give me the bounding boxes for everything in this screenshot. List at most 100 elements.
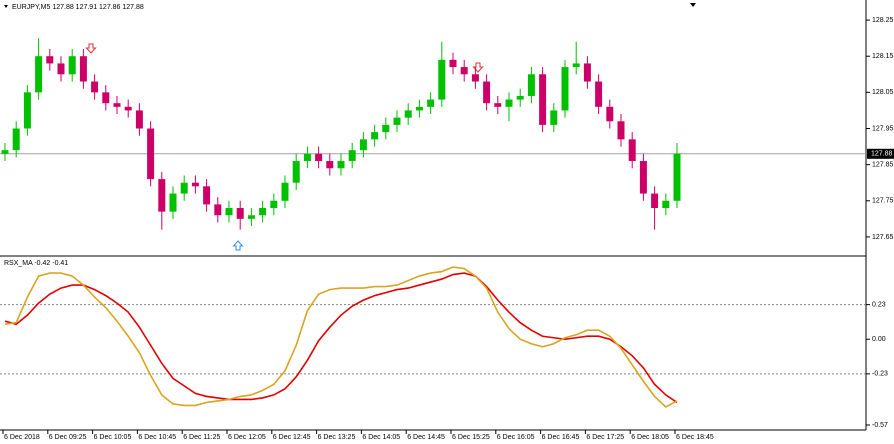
candle-body: [494, 103, 502, 107]
sell-arrow: [85, 43, 97, 54]
candle-body: [371, 132, 379, 140]
y-tick-label: 127.75: [872, 198, 894, 205]
candle-body: [438, 59, 446, 100]
candle-body: [673, 153, 681, 201]
y-tick-label: 127.65: [872, 234, 894, 241]
candle-body: [315, 153, 323, 162]
candle-body: [539, 74, 547, 125]
candle-body: [561, 67, 569, 111]
x-tick-label: 6 Dec 12:05: [228, 434, 266, 441]
candle-body: [247, 215, 255, 219]
candle-body: [651, 193, 659, 209]
candle-body: [1, 150, 9, 154]
candle-body: [135, 110, 143, 129]
candle-body: [147, 128, 155, 180]
candle-body: [57, 63, 65, 75]
candle-body: [662, 200, 670, 209]
candle-body: [191, 182, 199, 187]
candle-body: [359, 139, 367, 151]
candle-body: [281, 182, 289, 201]
x-tick-label: 6 Dec 14:45: [407, 434, 445, 441]
candle-body: [393, 117, 401, 125]
candle-body: [113, 103, 121, 107]
candle-body: [550, 110, 558, 125]
candle-body: [225, 208, 233, 216]
candle-body: [404, 110, 412, 118]
y-tick-label: 128.05: [872, 89, 894, 96]
candle-body: [46, 56, 54, 64]
candle-body: [628, 139, 636, 162]
x-tick-label: 6 Dec 11:25: [183, 434, 220, 441]
x-tick-label: 6 Dec 10:45: [138, 434, 176, 441]
x-tick-label: 6 Dec 10:05: [94, 434, 132, 441]
x-tick-label: 6 Dec 18:45: [676, 434, 714, 441]
indicator-title: RSX_MA -0.42 -0.41: [4, 260, 68, 267]
candle-body: [124, 106, 132, 111]
x-tick-label: 6 Dec 13:25: [318, 434, 356, 441]
shift-marker: [690, 3, 696, 7]
x-tick-label: 6 Dec 15:25: [452, 434, 490, 441]
candle-body: [337, 161, 345, 169]
candle-body: [203, 186, 211, 205]
y-tick-label: 128.15: [872, 53, 894, 60]
x-tick-label: 6 Dec 18:05: [631, 434, 669, 441]
candle-body: [326, 161, 334, 169]
candle-body: [516, 95, 524, 100]
candle-body: [471, 74, 479, 82]
x-tick-label: 6 Dec 09:25: [49, 434, 87, 441]
candle-body: [460, 67, 468, 75]
title-marker: [4, 5, 8, 8]
x-tick-label: 6 Dec 14:05: [362, 434, 400, 441]
y-tick-label: 127.95: [872, 125, 894, 132]
last-price-box: [867, 148, 894, 159]
x-tick-label: 6 Dec 16:45: [542, 434, 580, 441]
x-tick-label: 6 Dec 2018: [4, 434, 40, 441]
candle-body: [292, 161, 300, 183]
candle-body: [214, 204, 222, 216]
candle-body: [91, 81, 99, 93]
candle-body: [169, 193, 177, 212]
x-tick-label: 6 Dec 17:25: [586, 434, 624, 441]
last-price-label: 127.88: [871, 151, 893, 158]
y-tick-label: 0.23: [872, 301, 886, 308]
candle-body: [303, 153, 311, 162]
candle-body: [617, 121, 625, 140]
candle-body: [639, 161, 647, 194]
indicator-line: [4, 266, 678, 408]
indicator-line: [4, 272, 678, 404]
candle-body: [527, 74, 535, 96]
sell-arrow: [472, 62, 484, 73]
candle-body: [79, 56, 87, 82]
candle-body: [180, 182, 188, 194]
candle-body: [12, 128, 20, 151]
candle-body: [270, 200, 278, 209]
candle-body: [68, 56, 76, 75]
candle-body: [382, 124, 390, 133]
candle-body: [483, 81, 491, 104]
candle-body: [595, 81, 603, 107]
candle-body: [259, 208, 267, 216]
y-tick-label: 0.00: [872, 336, 886, 343]
candle-body: [415, 106, 423, 111]
y-tick-label: 127.85: [872, 161, 894, 168]
candle-body: [606, 106, 614, 122]
candle-body: [427, 99, 435, 107]
x-tick-label: 6 Dec 12:45: [273, 434, 311, 441]
candle-body: [449, 59, 457, 68]
candle-body: [505, 99, 513, 107]
candle-body: [158, 179, 166, 212]
candle-body: [23, 92, 31, 129]
candle-body: [583, 63, 591, 82]
y-tick-label: 128.25: [872, 17, 894, 24]
price-chart-title: EURJPY,M5 127.88 127.91 127.86 127.88: [12, 4, 144, 11]
y-tick-label: -0.57: [872, 422, 888, 429]
buy-arrow: [232, 240, 244, 251]
candle-body: [236, 208, 244, 219]
y-tick-label: -0.23: [872, 371, 888, 378]
candle-body: [35, 56, 43, 93]
candle-body: [348, 150, 356, 162]
x-tick-label: 6 Dec 16:05: [497, 434, 535, 441]
candle-body: [572, 63, 580, 68]
